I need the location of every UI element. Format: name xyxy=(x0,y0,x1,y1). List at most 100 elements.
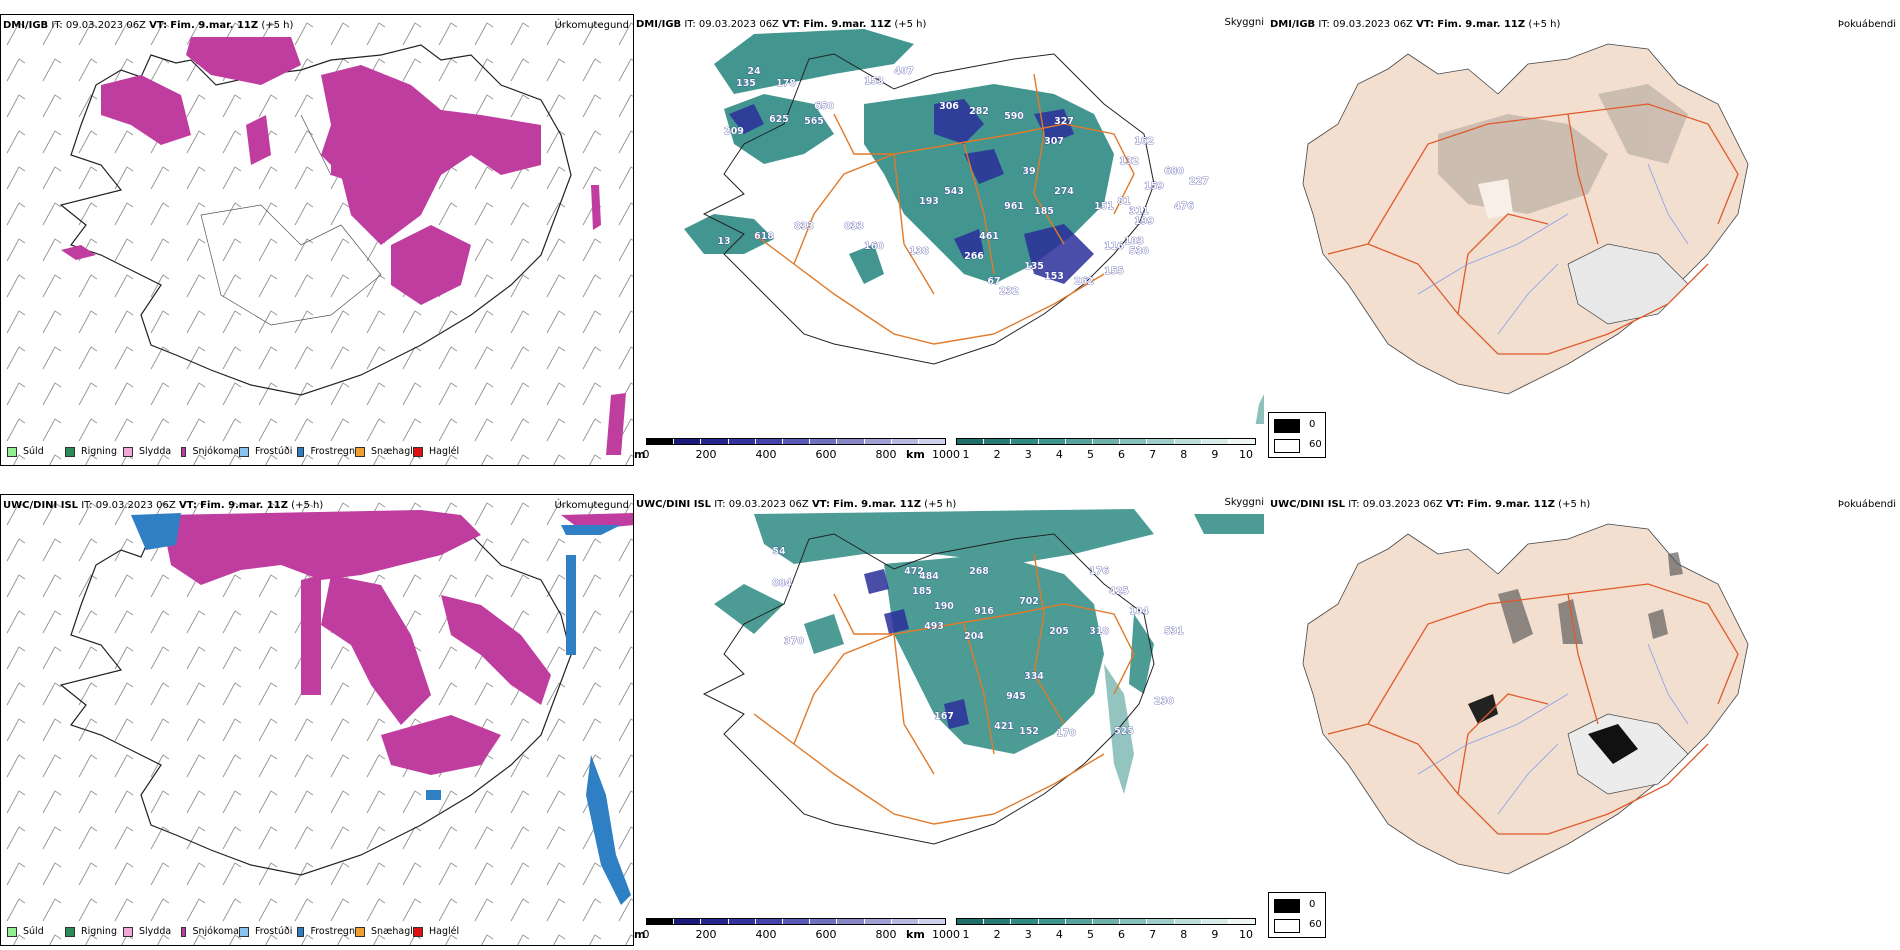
visibility-value-label: 155 xyxy=(1104,266,1124,277)
visibility-value-label: 531 xyxy=(1164,626,1184,637)
visibility-value-label: 178 xyxy=(776,78,796,89)
precip-map-row1 xyxy=(1,15,633,465)
legend-swatch xyxy=(413,446,423,457)
colorbar-segment xyxy=(701,439,729,444)
colorbar-tick: 7 xyxy=(1149,448,1157,461)
panel-title-fog-row2: Þokuábendi xyxy=(1837,499,1896,510)
legend-label: Haglél xyxy=(429,446,460,457)
visibility-value-label: 151 xyxy=(1094,201,1114,212)
colorbar-segment xyxy=(701,919,729,924)
visibility-value-label: 945 xyxy=(1006,691,1026,702)
visibility-panel-row1: 135 178 209 625 565 650 407 306 282 590 327 307 153 1… xyxy=(634,14,1268,466)
visibility-value-label: 916 xyxy=(974,606,994,617)
precip-legend-item: Snæhagl xyxy=(355,446,413,457)
fog-legend-row2: 0 60 xyxy=(1268,892,1326,938)
fog-map-row1 xyxy=(1302,43,1749,395)
visibility-value-label: 327 xyxy=(1054,116,1074,127)
visibility-value-label: 702 xyxy=(1019,596,1039,607)
colorbar-segment xyxy=(984,439,1012,444)
colorbar-segment xyxy=(1120,919,1148,924)
visibility-value-label: 205 xyxy=(1049,626,1069,637)
precip-legend-item: Súld xyxy=(7,926,65,937)
visibility-value-label: 274 xyxy=(1054,186,1074,197)
visibility-value-label: 67 xyxy=(987,276,1000,287)
precip-legend-item: Rigning xyxy=(65,926,123,937)
colorbar-tick: 0 xyxy=(642,928,650,941)
visibility-value-label: 884 xyxy=(772,578,792,589)
colorbar-segment xyxy=(864,919,892,924)
colorbar-tick: 10 xyxy=(1239,448,1253,461)
colorbar-tick: 3 xyxy=(1024,448,1032,461)
legend-swatch xyxy=(239,446,249,457)
colorbar-tick: 1000 xyxy=(932,448,960,461)
visibility-value-label: 472 xyxy=(904,566,924,577)
visibility-value-label: 138 xyxy=(909,246,929,257)
legend-label: Rigning xyxy=(81,926,117,937)
visibility-value-label: 116 xyxy=(1104,241,1124,252)
legend-swatch xyxy=(297,446,305,457)
colorbar-tick: 5 xyxy=(1086,448,1094,461)
colorbar-tick: 2 xyxy=(993,448,1001,461)
legend-swatch xyxy=(7,926,17,937)
colorbar-tick: 7 xyxy=(1149,928,1157,941)
fog-legend-label: 60 xyxy=(1309,439,1322,450)
colorbar-tick: 0 xyxy=(642,448,650,461)
colorbar-segment xyxy=(984,919,1012,924)
visibility-value-label: 159 xyxy=(1144,181,1164,192)
visibility-value-label: 162 xyxy=(1134,136,1154,147)
visibility-value-label: 204 xyxy=(964,631,984,642)
cloud-unit: km xyxy=(906,448,925,461)
visibility-value-label: 199 xyxy=(1134,216,1154,227)
visibility-value-label: 54 xyxy=(772,546,786,557)
header-row1-vis: DMI/IGB IT: 09.03.2023 06Z VT: Fim. 9.ma… xyxy=(636,19,927,30)
colorbar-segment xyxy=(810,919,838,924)
visibility-value-label: 484 xyxy=(919,571,939,582)
colorbar-tick: 400 xyxy=(755,448,777,461)
visibility-value-label: 282 xyxy=(969,106,989,117)
fog-legend-row1: 0 60 xyxy=(1268,412,1326,458)
legend-label: Slydda xyxy=(139,446,172,457)
visibility-value-label: 135 xyxy=(1024,261,1044,272)
visibility-value-label: 167 xyxy=(934,711,954,722)
fog-legend-swatch xyxy=(1274,419,1300,433)
colorbar-tick: 10 xyxy=(1239,928,1253,941)
cloud-colorbar xyxy=(956,438,1256,445)
visibility-value-label: 493 xyxy=(924,621,944,632)
precip-legend-item: Haglél xyxy=(413,926,471,937)
visibility-value-label: 153 xyxy=(864,76,884,87)
colorbar-tick: 9 xyxy=(1211,448,1219,461)
colorbar-tick: 8 xyxy=(1180,928,1188,941)
precip-legend-item: Snæhagl xyxy=(355,926,413,937)
visibility-panel-row2: 54 884 472 484 268 185 190 916 493 204 702 176 425 10… xyxy=(634,494,1268,946)
colorbar-tick: 400 xyxy=(755,928,777,941)
colorbar-segment xyxy=(728,919,756,924)
colorbar-segment xyxy=(837,439,865,444)
visibility-value-label: 176 xyxy=(1089,566,1109,577)
colorbar-tick: 8 xyxy=(1180,448,1188,461)
colorbar-segment xyxy=(918,919,946,924)
fog-legend-label: 0 xyxy=(1309,419,1316,430)
legend-label: Slydda xyxy=(139,926,172,937)
fog-legend-label: 0 xyxy=(1309,899,1316,910)
visibility-value-label: 650 xyxy=(814,101,834,112)
colorbar-segment xyxy=(782,439,811,444)
visibility-value-label: 565 xyxy=(804,116,824,127)
legend-swatch xyxy=(65,926,75,937)
precip-legend-item: Snjókoma xyxy=(181,446,239,457)
colorbar-tick: 9 xyxy=(1211,928,1219,941)
colorbar-tick: 1 xyxy=(962,928,970,941)
visibility-value-label: 103 xyxy=(1124,236,1144,247)
legend-label: Frostúði xyxy=(255,926,293,937)
legend-swatch xyxy=(123,926,133,937)
colorbar-segment xyxy=(957,919,985,924)
visibility-value-label: 24 xyxy=(747,66,761,77)
precip-map-row2 xyxy=(1,495,633,945)
colorbar-segment xyxy=(1228,919,1256,924)
colorbar-tick: 3 xyxy=(1024,928,1032,941)
visibility-value-label: 268 xyxy=(969,566,989,577)
precip-legend-item: Frostúði xyxy=(239,446,297,457)
visibility-value-label: 160 xyxy=(864,241,884,252)
visibility-value-label: 421 xyxy=(994,721,1014,732)
